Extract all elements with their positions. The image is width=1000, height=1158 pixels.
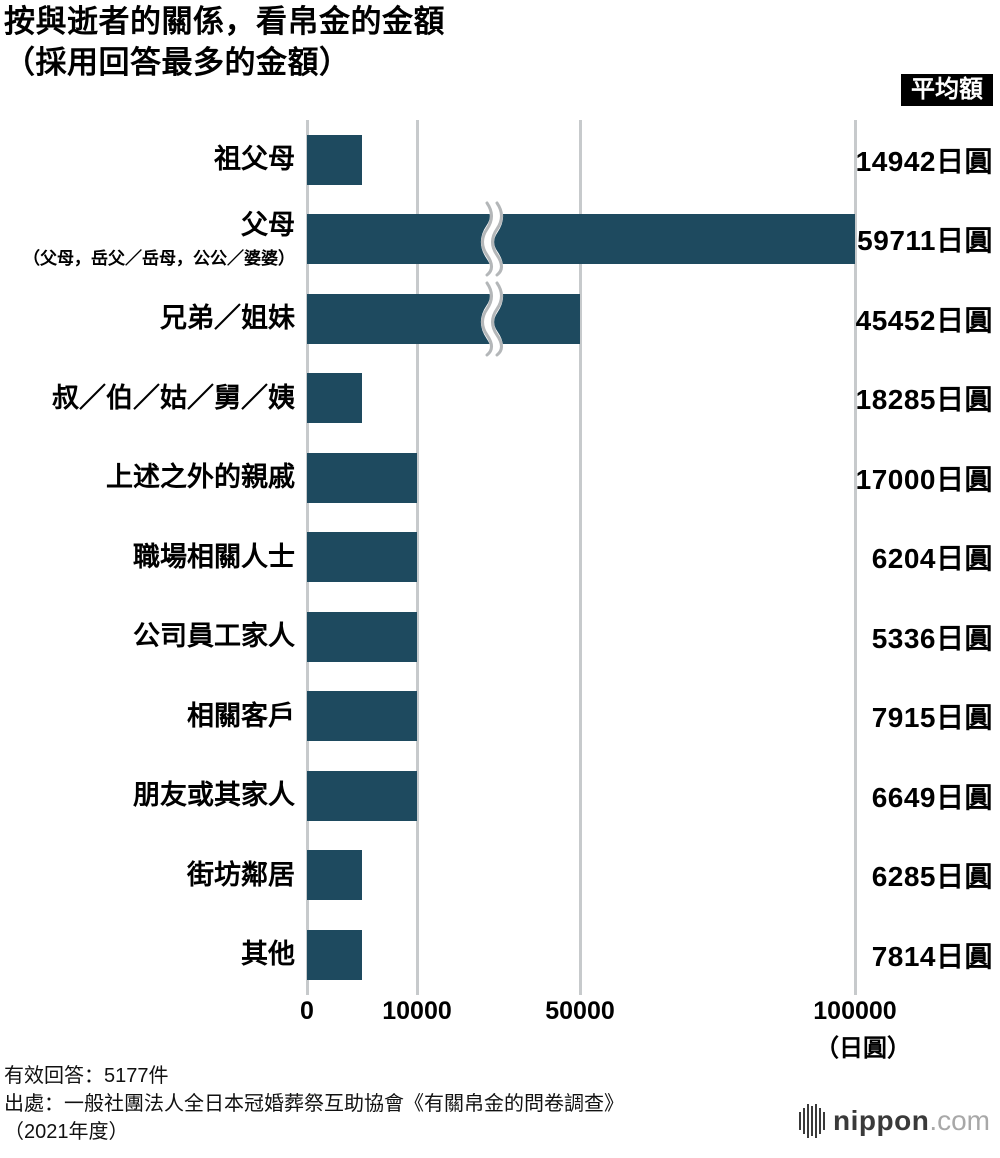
- chart-row: 兄弟／姐妹 45452日圓: [0, 276, 1000, 362]
- footer-valid-responses: 有效回答：5177件: [4, 1065, 169, 1087]
- category-label: 朋友或其家人: [0, 756, 295, 836]
- x-tick-label: 100000: [813, 997, 897, 1025]
- category-label: 其他: [0, 915, 295, 995]
- chart-title-line2: （採用回答最多的金額）: [4, 44, 351, 80]
- category-label: 父母 （父母，岳父／岳母，公公／婆婆）: [0, 200, 295, 280]
- chart-row: 上述之外的親戚 17000日圓: [0, 438, 1000, 518]
- x-tick-label: 50000: [545, 997, 615, 1025]
- chart-row: 其他 7814日圓: [0, 915, 1000, 995]
- average-value: 45452日圓: [855, 304, 993, 336]
- category-label: 街坊鄰居: [0, 836, 295, 916]
- axis-unit-label: （日圓）: [815, 1035, 911, 1062]
- average-value: 7915日圓: [871, 702, 993, 734]
- chart-rows: 祖父母 14942日圓父母 （父母，岳父／岳母，公公／婆婆） 59711日圓兄弟／姐妹…: [0, 120, 1000, 995]
- nippon-logo: nippon.com: [799, 1104, 990, 1138]
- category-label: 相關客戶: [0, 677, 295, 757]
- average-value: 18285日圓: [855, 384, 993, 416]
- bar: [307, 929, 362, 980]
- chart-title: 按與逝者的關係，看帛金的金額 （採用回答最多的金額）: [4, 2, 445, 84]
- bar: [307, 276, 580, 362]
- footer-year: （2021年度）: [4, 1121, 129, 1143]
- category-label: 職場相關人士: [0, 518, 295, 598]
- category-label-text: 相關客戶: [187, 700, 295, 731]
- chart-row: 街坊鄰居 6285日圓: [0, 836, 1000, 916]
- average-value: 17000日圓: [855, 463, 993, 495]
- x-tick-label: 10000: [382, 997, 452, 1025]
- gridline: [853, 120, 857, 995]
- category-label-text: 叔／伯／姑／舅／姨: [52, 382, 295, 413]
- chart-row: 相關客戶 7915日圓: [0, 677, 1000, 757]
- chart-row: 朋友或其家人 6649日圓: [0, 756, 1000, 836]
- average-value: 14942日圓: [855, 145, 993, 177]
- average-value: 6285日圓: [871, 861, 993, 893]
- category-sublabel: （父母，岳父／岳母，公公／婆婆）: [23, 248, 295, 268]
- category-label: 祖父母: [0, 120, 295, 200]
- average-badge: 平均額: [901, 74, 993, 107]
- nippon-logo-text: nippon: [833, 1105, 930, 1136]
- chart-row: 叔／伯／姑／舅／姨 18285日圓: [0, 359, 1000, 439]
- chart-row: 父母 （父母，岳父／岳母，公公／婆婆） 59711日圓: [0, 196, 1000, 282]
- chart-row: 祖父母 14942日圓: [0, 120, 1000, 200]
- category-label-text: 父母: [241, 209, 295, 240]
- gridline: [578, 120, 582, 995]
- bar: [307, 611, 417, 662]
- average-value: 6649日圓: [871, 781, 993, 813]
- chart-row: 職場相關人士 6204日圓: [0, 518, 1000, 598]
- gridline: [415, 120, 419, 995]
- bar: [307, 691, 417, 742]
- category-label: 兄弟／姐妹: [0, 279, 295, 359]
- footer-source: 出處：一般社團法人全日本冠婚葬祭互助協會《有關帛金的問卷調查》: [4, 1093, 624, 1115]
- average-value: 59711日圓: [857, 225, 993, 257]
- bar: [307, 452, 417, 503]
- average-value: 6204日圓: [871, 543, 993, 575]
- average-value: 5336日圓: [871, 622, 993, 654]
- footer-notes: 有效回答：5177件 出處：一般社團法人全日本冠婚葬祭互助協會《有關帛金的問卷調…: [4, 1062, 624, 1146]
- bar: [307, 134, 362, 185]
- category-label-text: 職場相關人士: [133, 541, 295, 572]
- bar: [307, 532, 417, 583]
- category-label-text: 街坊鄰居: [187, 859, 295, 890]
- bar: [307, 373, 362, 424]
- category-label-text: 上述之外的親戚: [106, 462, 295, 493]
- category-label-text: 兄弟／姐妹: [160, 303, 295, 334]
- category-label-text: 祖父母: [214, 144, 295, 175]
- average-value: 7814日圓: [871, 940, 993, 972]
- axis-break-icon: [481, 276, 503, 362]
- category-label: 公司員工家人: [0, 597, 295, 677]
- category-label-text: 其他: [241, 939, 295, 970]
- nippon-logo-tld: .com: [929, 1105, 990, 1136]
- bar: [307, 196, 855, 282]
- category-label: 上述之外的親戚: [0, 438, 295, 518]
- nippon-logo-icon: [799, 1104, 826, 1138]
- bar: [307, 770, 417, 821]
- chart-row: 公司員工家人 5336日圓: [0, 597, 1000, 677]
- x-tick-label: 0: [300, 997, 314, 1025]
- x-axis: 0 10000 50000 100000: [300, 997, 897, 1029]
- category-label-text: 朋友或其家人: [133, 780, 295, 811]
- bar: [307, 850, 362, 901]
- category-label: 叔／伯／姑／舅／姨: [0, 359, 295, 439]
- category-label-text: 公司員工家人: [133, 621, 295, 652]
- chart-title-line1: 按與逝者的關係，看帛金的金額: [4, 4, 445, 39]
- axis-break-icon: [481, 196, 503, 282]
